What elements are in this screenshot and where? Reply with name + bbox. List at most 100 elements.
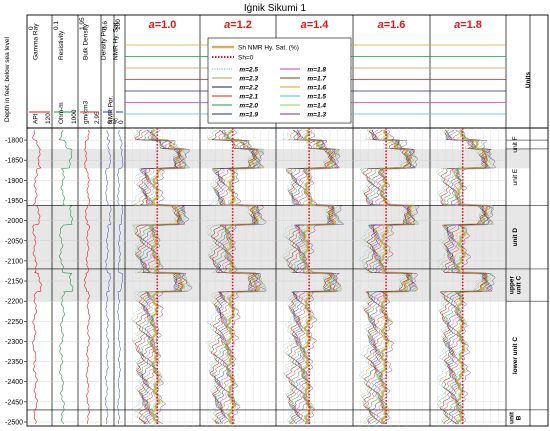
depth-tick-label: -1800 [5,138,23,145]
panel-1-curves [206,128,267,426]
m-series-curve [140,129,185,425]
track-scale-min: 0.1 [53,21,60,30]
units-column: Units unit F unit E unit D upper unit C lower … [506,71,548,424]
legend-label: m=1.6 [307,85,326,92]
unit-label: unit [509,411,516,424]
depth-tick-label: -2300 [5,339,23,346]
depth-tick-label: -2150 [5,279,23,286]
depth-tick-label: -2250 [5,319,23,326]
track-scale-max: 1000 [71,109,78,124]
m-series-curve [146,129,189,425]
m-series-curve [451,129,495,425]
legend-label: m=1.8 [307,67,326,74]
m-series-curve [372,129,418,425]
m-series-curve [226,129,267,425]
track-scale-min: 100 [115,19,122,30]
depth-tick-label: -2500 [5,419,23,426]
legend-label: m=2.1 [239,94,258,101]
m-series-curve [224,129,267,425]
resistivity-curve [58,129,74,425]
depth-tick-label: -2200 [5,299,23,306]
m-series-curve [287,129,335,425]
panel-2-curves [281,128,345,426]
panel-3-curves [358,128,420,426]
panel-4-curves [435,128,496,426]
depth-tick-label: -2100 [5,258,23,265]
m-series-curve [147,129,191,425]
m-series-curve [378,129,420,425]
figure-title: Iġnik Sikumi 1 [244,3,307,14]
nmr-hy-sat-curve [117,129,124,424]
m-series-curve [370,129,418,425]
panel-a-label: a=1.6 [378,19,406,31]
track-name: NMR Hy. Sat. [113,21,120,60]
m-series-curve [376,129,420,425]
legend-label: m=2.5 [239,67,258,74]
m-series-curve [299,129,343,425]
depth-tick-label: -1850 [5,158,23,165]
track-sub-name: NMR Por. [108,96,115,124]
bulk-density-curve [84,129,91,425]
m-series-curve [281,129,333,425]
m-series-curve [303,129,345,425]
panel-a-label: a=1.4 [301,19,330,31]
unit-label: unit D [512,228,519,247]
legend-label: m=2.3 [239,76,258,83]
shaded-intervals [27,148,530,302]
track-scale-min: 1.95 [79,17,86,30]
m-series-curve [211,129,259,425]
m-series-curve [443,129,492,425]
depth-tick-label: -2400 [5,379,23,386]
panel-0-curves [130,128,193,426]
unit-label: upper [509,276,516,295]
shaded-interval-0 [27,148,530,169]
density-porosity-curve [105,129,112,425]
legend-box [207,37,352,124]
track-name: Bulk Density [83,23,90,60]
units-header: Units [525,71,532,88]
m-series-curve [141,129,186,425]
unit-label: unit F [512,136,519,152]
m-series-curve [149,129,192,425]
legend-label: m=2.0 [239,103,258,110]
m-series-curve [207,129,258,424]
m-series-curve [151,129,193,425]
shaded-interval-2 [27,268,530,302]
m-series-curve [456,129,496,425]
legend-label: Sh=0 [238,55,254,62]
legend-label: m=1.9 [239,112,258,119]
track-unit: API [33,113,40,124]
depth-tick-label: -1900 [5,178,23,185]
m-series-curve [362,129,411,425]
m-series-curve [297,129,342,425]
m-series-curve [217,129,262,425]
track-scale-max: 0 [118,120,125,124]
shaded-interval-1 [27,205,530,269]
track-scale-max: 120 [45,113,52,124]
unit-label: lower unit C [512,337,519,375]
depth-tick-label: -2050 [5,238,23,245]
legend: Sh NMR Hy. Sat. (%) Sh=0 m=2.5 m=2.3 m=2.2 m=… [207,37,352,124]
track-name: Resistivity [58,30,65,60]
legend-label: m=1.3 [307,112,326,119]
track-name: Gamma Ray [33,23,40,60]
legend-label: m=1.4 [307,103,326,110]
panel-a-label: a=1.8 [454,19,482,31]
legend-label: m=1.7 [307,76,326,83]
depth-tick-label: -2000 [5,218,23,225]
legend-label: Sh NMR Hy. Sat. (%) [238,45,299,52]
m-series-curve [283,129,334,425]
unit-label: B [516,415,523,420]
m-series-curve [374,129,418,425]
unit-label: unit E [512,168,519,185]
legend-label: m=2.2 [239,85,258,92]
m-series-curve [206,129,258,425]
depth-axis-label: Depth in feet, below sea level [4,37,11,122]
m-series-curve [130,129,182,425]
track-headers: Gamma RayAPI0120ResistivityOhm-m0.11000B… [28,17,482,124]
depth-tick-label: -2350 [5,359,23,366]
m-series-curve [285,129,335,424]
panel-a-label: a=1.0 [149,19,177,31]
track-scale-min: 0.6 [102,21,109,30]
